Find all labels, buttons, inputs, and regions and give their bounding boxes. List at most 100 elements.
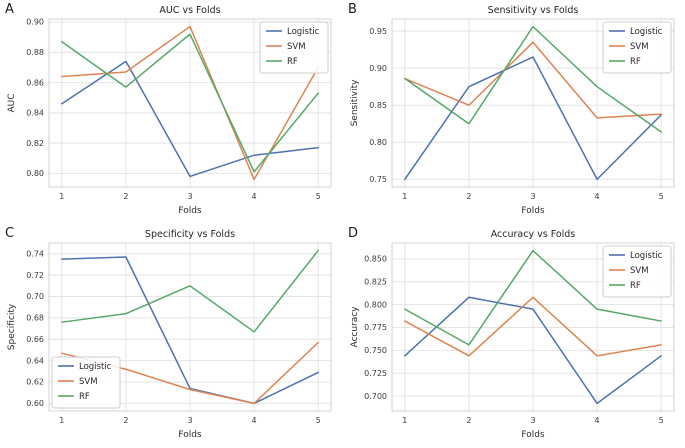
legend-label-svm: SVM xyxy=(630,42,649,52)
panel-accuracy: D 0.700 0.725 0.750 0.775 0.800 0.825 0.850 1 2 3… xyxy=(343,224,685,448)
series-line-svm xyxy=(404,41,662,119)
chart-title: AUC vs Folds xyxy=(159,5,220,16)
x-axis-label: Folds xyxy=(178,206,202,216)
svg-text:0.72: 0.72 xyxy=(26,271,44,280)
legend-label-svm: SVM xyxy=(79,377,98,387)
panel-letter-b: B xyxy=(348,2,357,17)
legend-label-logistic: Logistic xyxy=(287,27,320,37)
svg-text:5: 5 xyxy=(316,416,321,425)
svg-text:0.80: 0.80 xyxy=(369,138,387,147)
x-tick-labels: 1 2 3 4 5 xyxy=(402,416,663,425)
svg-text:3: 3 xyxy=(530,416,535,425)
svg-text:1: 1 xyxy=(402,192,407,201)
svg-text:0.82: 0.82 xyxy=(26,139,44,148)
panel-specificity: C 0.60 0.62 0.64 0.66 0.68 0.70 0.72 0.74 1 2 3 4 5 S… xyxy=(0,224,342,448)
svg-text:0.80: 0.80 xyxy=(26,169,44,178)
svg-text:0.84: 0.84 xyxy=(26,109,44,118)
plot-border xyxy=(48,18,332,188)
panel-letter-a: A xyxy=(5,2,14,17)
svg-text:2: 2 xyxy=(123,192,128,201)
panel-letter-c: C xyxy=(5,226,15,241)
svg-text:1: 1 xyxy=(59,416,64,425)
legend-label-logistic: Logistic xyxy=(630,27,663,37)
series-line-rf xyxy=(404,249,662,346)
legend: Logistic SVM RF xyxy=(602,245,672,298)
series-line-logistic xyxy=(404,296,662,405)
svg-text:5: 5 xyxy=(659,192,664,201)
series-line-svm xyxy=(404,296,662,357)
legend: Logistic SVM RF xyxy=(602,21,672,74)
series-line-logistic xyxy=(404,56,662,181)
svg-text:0.95: 0.95 xyxy=(369,27,387,36)
chart-title: Specificity vs Folds xyxy=(145,229,235,240)
series-line-svm xyxy=(61,25,319,181)
svg-text:4: 4 xyxy=(595,416,600,425)
chart-title: Sensitivity vs Folds xyxy=(488,5,579,16)
svg-text:0.90: 0.90 xyxy=(26,18,44,27)
svg-text:1: 1 xyxy=(402,416,407,425)
svg-text:3: 3 xyxy=(530,192,535,201)
chart-auc: 0.80 0.82 0.84 0.86 0.88 0.90 1 2 3 4 5 AUC vs Fold… xyxy=(7,5,332,216)
x-tick-labels: 1 2 3 4 5 xyxy=(59,192,320,201)
svg-text:2: 2 xyxy=(466,416,471,425)
svg-text:5: 5 xyxy=(316,192,321,201)
series-line-logistic xyxy=(61,256,319,405)
chart-accuracy: 0.700 0.725 0.750 0.775 0.800 0.825 0.850 1 2 3 4 5… xyxy=(350,229,675,440)
svg-text:0.86: 0.86 xyxy=(26,78,44,87)
y-axis-label: Specificity xyxy=(7,303,17,350)
svg-text:0.90: 0.90 xyxy=(369,64,387,73)
y-axis-label: Accuracy xyxy=(350,306,360,348)
svg-text:0.74: 0.74 xyxy=(26,249,44,258)
y-tick-labels: 0.60 0.62 0.64 0.66 0.68 0.70 0.72 0.74 xyxy=(26,249,44,408)
svg-text:0.70: 0.70 xyxy=(26,292,44,301)
y-axis-label: Sensitivity xyxy=(350,79,360,127)
legend: Logistic SVM RF xyxy=(259,21,329,74)
legend: Logistic SVM RF xyxy=(51,356,121,409)
chart-specificity: 0.60 0.62 0.64 0.66 0.68 0.70 0.72 0.74 1 2 3 4 5 Spe… xyxy=(7,229,332,440)
series-line-rf xyxy=(404,25,662,133)
y-tick-labels: 0.700 0.725 0.750 0.775 0.800 0.825 0.850 xyxy=(364,255,387,401)
svg-text:0.725: 0.725 xyxy=(364,369,387,378)
chart-title: Accuracy vs Folds xyxy=(491,229,576,240)
x-axis-label: Folds xyxy=(178,430,202,440)
y-tick-labels: 0.80 0.82 0.84 0.86 0.88 0.90 xyxy=(26,18,44,178)
y-tick-labels: 0.75 0.80 0.85 0.90 0.95 xyxy=(369,27,387,184)
series-line-rf xyxy=(61,249,319,333)
plot-border xyxy=(391,242,675,412)
svg-text:0.750: 0.750 xyxy=(364,346,387,355)
svg-text:3: 3 xyxy=(187,192,192,201)
svg-text:0.60: 0.60 xyxy=(26,399,44,408)
panel-auc: A 0.80 0.82 0.84 0.86 0.88 0.90 1 2 3 4 5 AUC vs Fo… xyxy=(0,0,342,224)
svg-text:0.700: 0.700 xyxy=(364,392,387,401)
svg-text:2: 2 xyxy=(123,416,128,425)
svg-text:1: 1 xyxy=(59,192,64,201)
svg-text:0.85: 0.85 xyxy=(369,101,387,110)
svg-text:2: 2 xyxy=(466,192,471,201)
svg-text:0.64: 0.64 xyxy=(26,356,44,365)
legend-label-rf: RF xyxy=(287,57,298,67)
svg-text:3: 3 xyxy=(187,416,192,425)
legend-label-rf: RF xyxy=(630,57,641,67)
svg-text:0.850: 0.850 xyxy=(364,255,387,264)
legend-label-logistic: Logistic xyxy=(79,362,112,372)
svg-text:4: 4 xyxy=(595,192,600,201)
svg-text:5: 5 xyxy=(659,416,664,425)
series-line-logistic xyxy=(61,60,319,178)
legend-label-svm: SVM xyxy=(287,42,306,52)
svg-text:0.66: 0.66 xyxy=(26,335,44,344)
legend-label-rf: RF xyxy=(630,281,641,291)
panel-letter-d: D xyxy=(348,226,359,241)
x-tick-labels: 1 2 3 4 5 xyxy=(59,416,320,425)
svg-text:4: 4 xyxy=(252,192,257,201)
svg-text:4: 4 xyxy=(252,416,257,425)
svg-text:0.68: 0.68 xyxy=(26,314,44,323)
y-axis-label: AUC xyxy=(7,93,17,112)
chart-sensitivity: 0.75 0.80 0.85 0.90 0.95 1 2 3 4 5 Sensitivity vs … xyxy=(350,5,675,216)
legend-label-svm: SVM xyxy=(630,266,649,276)
plot-border xyxy=(48,242,332,412)
x-axis-label: Folds xyxy=(521,206,545,216)
svg-text:0.825: 0.825 xyxy=(364,277,387,286)
svg-text:0.800: 0.800 xyxy=(364,300,387,309)
x-axis-label: Folds xyxy=(521,430,545,440)
